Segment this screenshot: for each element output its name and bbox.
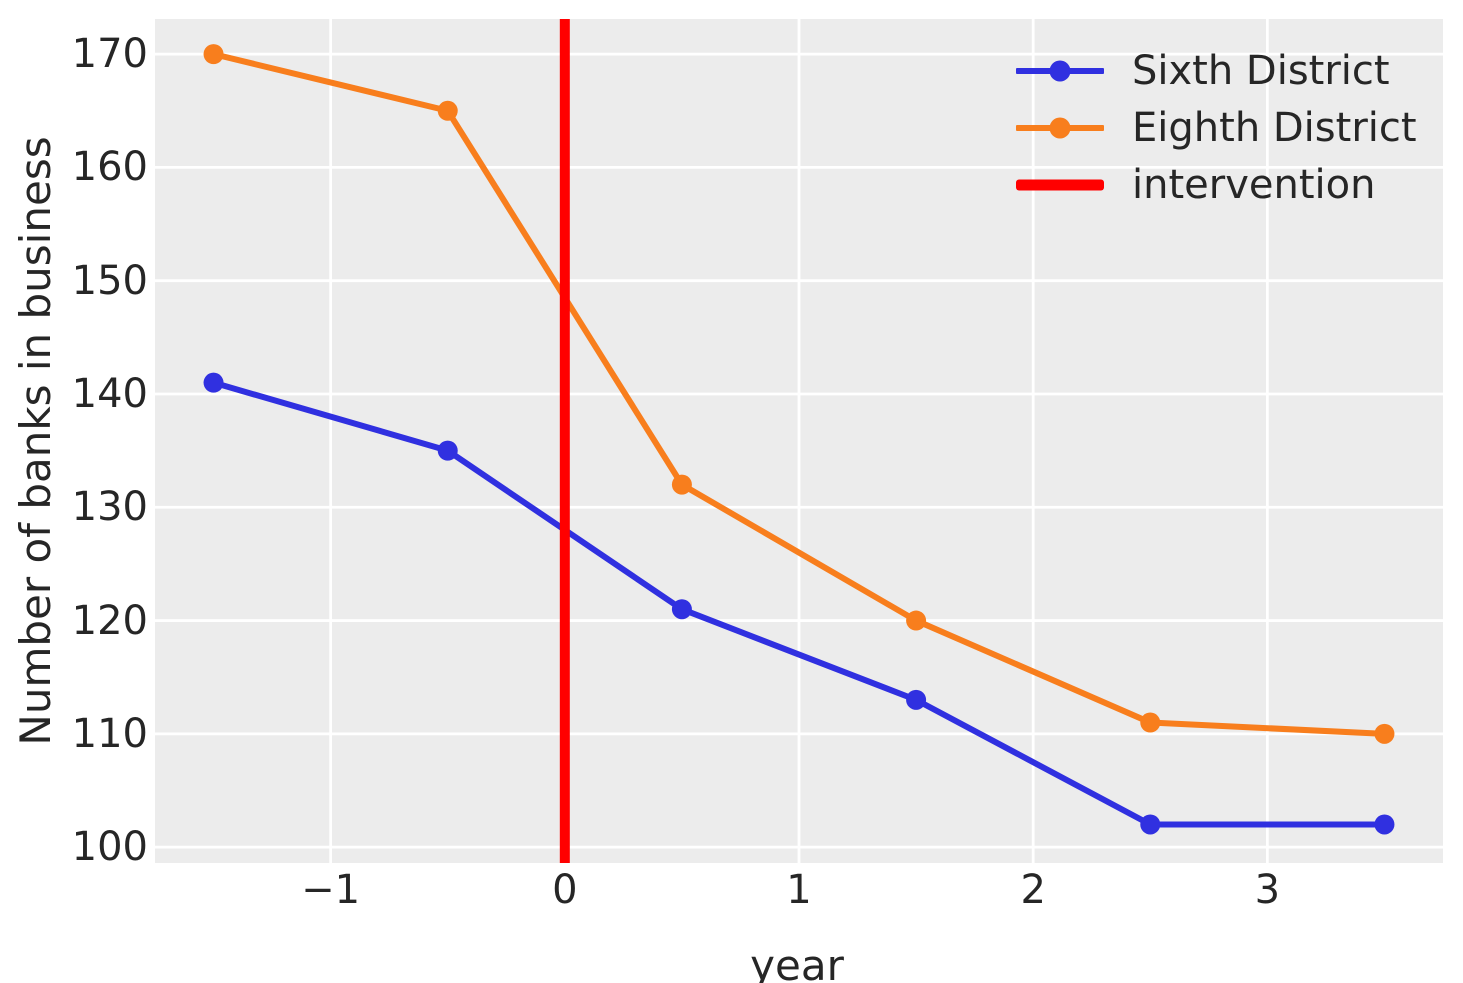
intervention-line-icon [1016, 173, 1104, 197]
data-point-marker [906, 610, 927, 631]
legend-item-sixth-district: Sixth District [1016, 42, 1417, 99]
series-sixth-district [203, 372, 1395, 835]
data-point-marker [203, 372, 224, 393]
series-eighth-district [203, 44, 1395, 744]
eighth-district-line-marker-icon [1016, 116, 1104, 140]
y-tick-label: 160 [71, 144, 148, 191]
x-tick-label: 1 [786, 867, 812, 913]
legend-label: intervention [1132, 161, 1376, 208]
y-tick-label: 170 [71, 31, 148, 78]
y-tick-label: 120 [71, 597, 148, 644]
y-tick-label: 100 [71, 824, 148, 871]
legend: Sixth District Eighth District intervent… [1016, 42, 1417, 213]
data-point-marker [1374, 723, 1395, 744]
data-point-marker [1140, 814, 1161, 835]
y-tick-label: 130 [71, 484, 148, 531]
data-point-marker [437, 440, 458, 461]
y-tick-label: 150 [71, 257, 148, 304]
legend-label: Eighth District [1132, 104, 1417, 151]
data-point-marker [906, 689, 927, 710]
data-point-marker [1374, 814, 1395, 835]
data-point-marker [671, 599, 692, 620]
data-point-marker [203, 44, 224, 65]
y-axis-label: Number of banks in business [11, 136, 60, 746]
x-tick-label: 0 [552, 867, 578, 913]
data-point-marker [671, 474, 692, 495]
x-tick-label: 2 [1020, 867, 1046, 913]
x-tick-label: −1 [301, 867, 361, 913]
x-axis-label: year [750, 941, 844, 983]
data-point-marker [437, 100, 458, 121]
x-tick-label: 3 [1254, 867, 1281, 913]
sixth-district-line-marker-icon [1016, 59, 1104, 83]
y-tick-label: 140 [71, 370, 148, 417]
legend-item-eighth-district: Eighth District [1016, 99, 1417, 156]
legend-label: Sixth District [1132, 47, 1390, 94]
legend-item-intervention: intervention [1016, 156, 1417, 213]
data-point-marker [1140, 712, 1161, 733]
y-tick-label: 110 [71, 710, 148, 757]
